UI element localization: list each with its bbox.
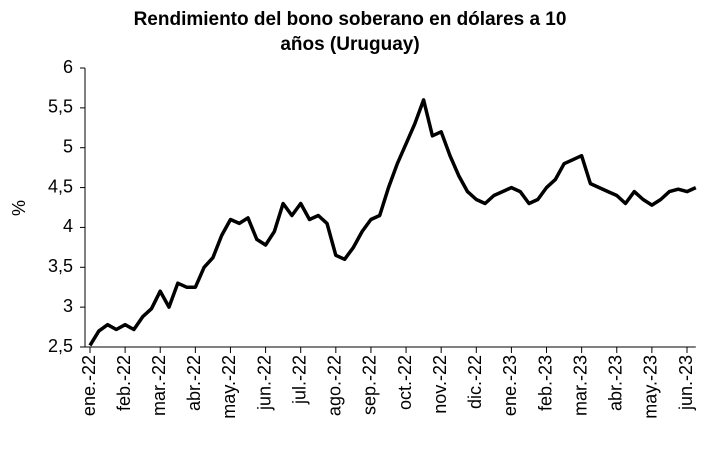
x-tick-label: ago.-22 (325, 355, 345, 416)
chart-title: años (Uruguay) (280, 34, 419, 55)
x-tick-label: oct.-22 (395, 355, 415, 410)
x-tick-label: abr.-22 (184, 355, 204, 411)
x-tick-label: mar.-22 (149, 355, 169, 416)
x-tick-label: abr.-23 (606, 355, 626, 411)
y-tick-label: 6 (63, 57, 73, 77)
chart-title: Rendimiento del bono soberano en dólares… (134, 9, 567, 30)
x-tick-label: jun.-22 (254, 355, 274, 411)
y-tick-label: 5 (63, 136, 73, 156)
y-tick-label: 4 (63, 216, 73, 236)
x-tick-label: dic.-22 (465, 355, 485, 409)
y-tick-label: 4,5 (48, 176, 73, 196)
x-tick-label: jul.-22 (289, 355, 309, 405)
x-tick-label: ene.-23 (500, 355, 520, 416)
x-tick-label: nov.-22 (430, 355, 450, 414)
y-axis-label: % (9, 200, 29, 216)
x-tick-label: may.-22 (219, 355, 239, 419)
x-tick-label: sep.-22 (360, 355, 380, 415)
line-series (88, 98, 697, 347)
x-tick-label: jun.-23 (676, 355, 696, 411)
y-tick-label: 5,5 (48, 97, 73, 117)
x-tick-label: mar.-23 (570, 355, 590, 416)
x-tick-label: ene.-22 (79, 355, 99, 416)
y-tick-label: 2,5 (48, 336, 73, 356)
y-tick-label: 3 (63, 296, 73, 316)
x-tick-label: may.-23 (641, 355, 661, 419)
x-tick-label: feb.-23 (535, 355, 555, 411)
x-tick-label: feb.-22 (114, 355, 134, 411)
y-tick-label: 3,5 (48, 256, 73, 276)
